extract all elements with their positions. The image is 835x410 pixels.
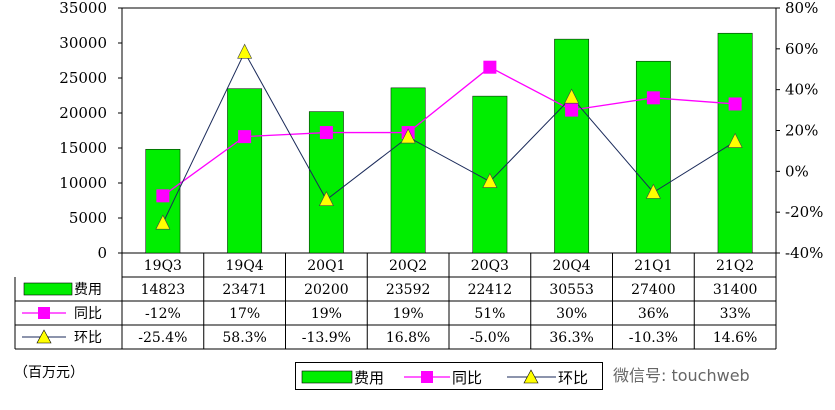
category-label: 21Q2 (716, 258, 754, 274)
bar (635, 60, 671, 254)
y-left-tick-label: 0 (97, 244, 107, 262)
row-header-qoq: 环比 (74, 330, 102, 346)
y-right-tick-label: 0% (785, 162, 809, 180)
bar (227, 88, 263, 254)
yoy-marker (319, 126, 333, 140)
y-left-tick-label: 35000 (59, 0, 107, 17)
legend-qoq-marker (523, 369, 539, 384)
qoq-marker (645, 183, 661, 199)
table-cell-value: 36.3% (549, 330, 593, 346)
table-cell-value: 36% (638, 306, 669, 322)
plot-frame (121, 7, 777, 254)
category-label: 20Q3 (471, 258, 509, 274)
row-key-bar (23, 282, 73, 296)
table-cell-value: -12% (145, 306, 181, 322)
qoq-marker (237, 43, 253, 59)
table-cell-value: -10.3% (629, 330, 678, 346)
watermark: 微信号: touchweb (613, 366, 750, 385)
category-label: 20Q2 (389, 258, 427, 274)
y-left-tick-label: 20000 (59, 104, 107, 122)
table-cell-value: -5.0% (470, 330, 510, 346)
category-label: 19Q4 (226, 258, 264, 274)
legend-swatches (301, 369, 556, 384)
yoy-marker (565, 103, 579, 117)
table-cell-value: -13.9% (302, 330, 351, 346)
table-cell-value: 19% (393, 306, 424, 322)
row-key-yoy-marker (38, 307, 50, 319)
yoy-marker (646, 91, 660, 105)
y-left-tick-label: 10000 (59, 174, 107, 192)
table-cell-value: -25.4% (138, 330, 187, 346)
yoy-marker (156, 189, 170, 203)
table-cell-value: 23471 (222, 282, 267, 298)
table-cell-value: 20200 (304, 282, 349, 298)
yoy-marker (483, 60, 497, 74)
legend-bar-swatch (301, 370, 353, 384)
qoq-marker (727, 132, 743, 148)
table-cell-value: 16.8% (386, 330, 430, 346)
y-right-tick-label: -20% (785, 203, 823, 221)
table-cell-value: 27400 (631, 282, 676, 298)
table-cell-value: 14823 (141, 282, 186, 298)
category-label: 19Q3 (144, 258, 182, 274)
category-label: 21Q1 (634, 258, 672, 274)
qoq-marker (482, 172, 498, 188)
table-cell-value: 31400 (713, 282, 758, 298)
table-cell-value: 17% (229, 306, 260, 322)
row-key-qoq-marker (36, 329, 52, 344)
legend: 费用 同比 环比 (295, 362, 603, 390)
yoy-marker (728, 97, 742, 111)
table-cell-value: 23592 (386, 282, 431, 298)
category-label: 20Q1 (307, 258, 345, 274)
table-cell-value: 14.6% (713, 330, 757, 346)
y-left-tick-label: 5000 (69, 209, 107, 227)
yoy-line (162, 66, 736, 197)
y-right-tick-label: -40% (785, 244, 823, 262)
table-cell-value: 58.3% (222, 330, 266, 346)
y-right-tick-label: 80% (785, 0, 818, 17)
unit-label: （百万元） (14, 365, 84, 381)
table-cell-value: 19% (311, 306, 342, 322)
table-cell-value: 22412 (468, 282, 513, 298)
legend-label-fee: 费用 (354, 369, 385, 387)
qoq-marker (318, 191, 334, 207)
table-cell-value: 30% (556, 306, 587, 322)
y-left-tick-label: 15000 (59, 139, 107, 157)
qoq-marker (155, 214, 171, 230)
y-left-tick-label: 30000 (59, 34, 107, 52)
qoq-marker (400, 128, 416, 144)
qoq-line (162, 51, 736, 224)
bar (554, 38, 590, 254)
category-label: 20Q4 (553, 258, 591, 274)
y-right-tick-label: 40% (785, 81, 818, 99)
legend-label-yoy: 同比 (452, 369, 483, 387)
y-right-tick-label: 20% (785, 122, 818, 140)
table-cell-value: 30553 (549, 282, 594, 298)
table-cell-value: 33% (720, 306, 751, 322)
yoy-marker (238, 130, 252, 144)
table-cell-value: 51% (474, 306, 505, 322)
legend-label-qoq: 环比 (558, 369, 589, 387)
y-right-tick-label: 60% (785, 40, 818, 58)
y-left-tick-label: 25000 (59, 69, 107, 87)
bar (390, 87, 426, 254)
qoq-marker (564, 88, 580, 104)
row-header-yoy: 同比 (74, 306, 102, 322)
row-header-fee: 费用 (74, 282, 102, 298)
legend-yoy-marker (421, 371, 433, 383)
